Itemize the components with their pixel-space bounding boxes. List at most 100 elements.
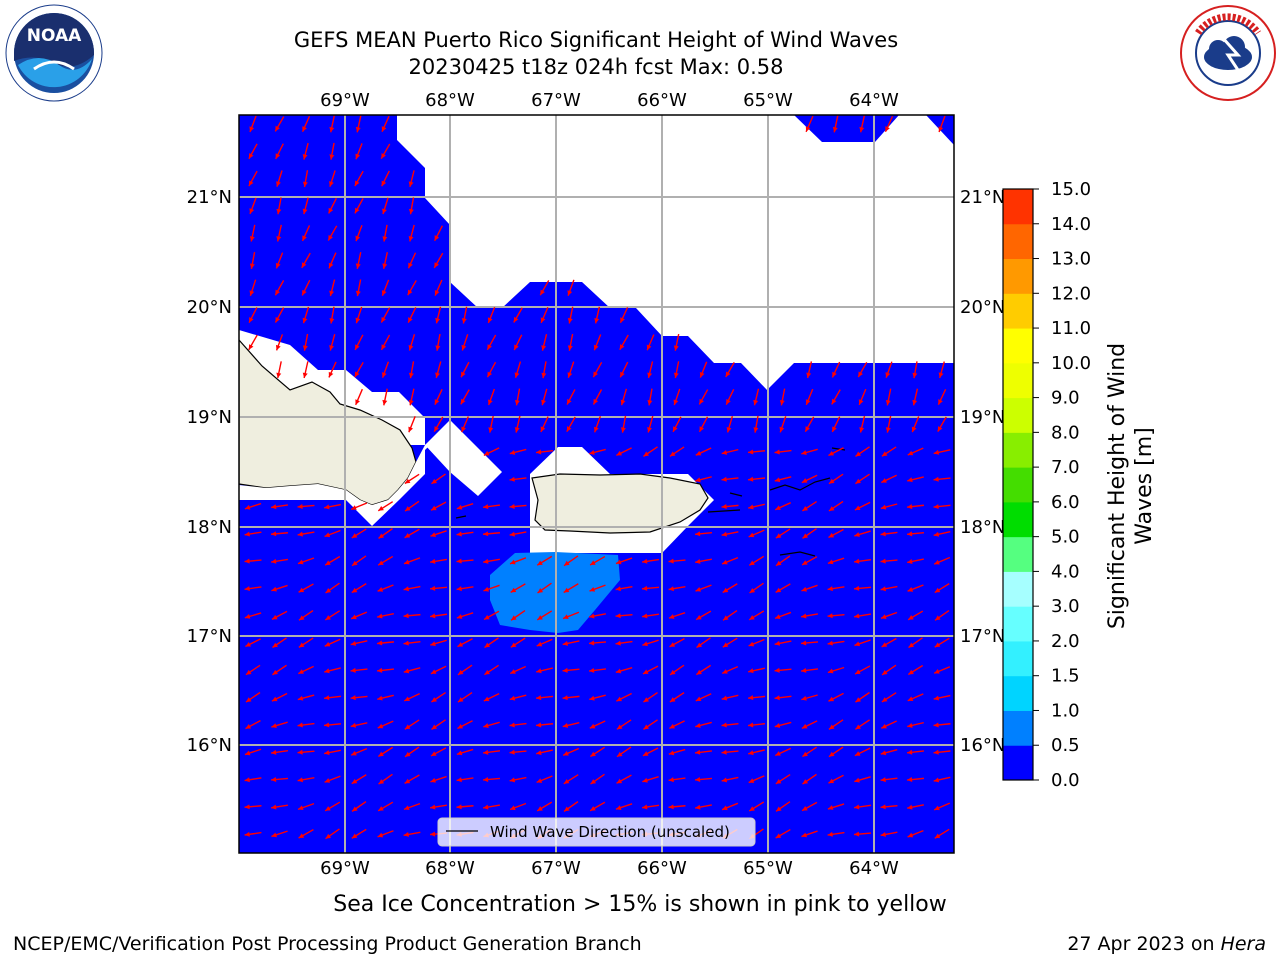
wind-wave-arrow [594, 306, 601, 324]
wind-wave-arrow [509, 531, 527, 537]
wind-wave-arrow [775, 828, 791, 839]
arrow-legend: Wind Wave Direction (unscaled) [437, 817, 756, 847]
wind-wave-arrow [434, 388, 443, 406]
wind-wave-arrow [301, 279, 311, 296]
wind-wave-arrow [509, 749, 527, 755]
wind-wave-arrow [434, 225, 443, 242]
wind-wave-arrow [298, 637, 314, 648]
wind-wave-arrow [908, 637, 923, 649]
wind-wave-arrow [457, 691, 473, 703]
wind-wave-arrow [350, 722, 368, 728]
wind-wave-arrow [354, 334, 364, 351]
wind-wave-arrow [483, 610, 500, 621]
lat-label-right: 19°N [960, 407, 1005, 428]
wind-wave-arrow [380, 307, 391, 323]
wind-wave-arrow [297, 722, 315, 728]
wind-wave-arrow [404, 500, 420, 512]
wind-wave-arrow [827, 803, 845, 810]
wind-wave-arrow [593, 416, 602, 433]
wind-wave-arrow [510, 583, 526, 593]
wind-wave-arrow [329, 170, 336, 187]
colorbar-tick-label: 3.0 [1051, 596, 1080, 617]
wind-wave-arrow [377, 501, 394, 512]
map-frame [238, 114, 955, 854]
lat-label-left: 21°N [187, 187, 232, 208]
wind-wave-arrow [378, 528, 393, 539]
wind-wave-arrow [377, 830, 394, 838]
wind-wave-arrow [779, 416, 787, 433]
lat-label-left: 19°N [187, 407, 232, 428]
wind-wave-arrow [854, 665, 871, 675]
wind-wave-arrow [430, 639, 447, 647]
wind-wave-arrow [806, 361, 813, 379]
wind-wave-arrow [535, 449, 554, 455]
wind-wave-arrow [429, 558, 448, 564]
wind-wave-arrow [377, 801, 394, 812]
wind-wave-arrow [748, 801, 765, 812]
wind-wave-arrow [933, 530, 951, 537]
wind-wave-arrow [276, 170, 283, 187]
wind-wave-arrow [853, 558, 872, 564]
wind-wave-arrow [854, 776, 871, 783]
wind-wave-arrow [588, 667, 607, 673]
wind-wave-arrow [382, 197, 389, 215]
wind-wave-arrow [377, 584, 394, 592]
wind-wave-arrow [668, 777, 686, 783]
wind-wave-arrow [270, 804, 289, 810]
wind-wave-arrow [616, 719, 632, 730]
wind-wave-arrow [270, 531, 289, 537]
wind-wave-arrow [566, 416, 576, 433]
wind-wave-arrow [748, 638, 765, 647]
wind-wave-arrow [646, 334, 655, 351]
colorbar-segment [1003, 362, 1033, 399]
wind-wave-arrow [514, 361, 522, 379]
wind-wave-arrow [642, 776, 659, 783]
colorbar-label-line2: Waves [m] [1132, 427, 1157, 544]
wind-wave-arrow [647, 361, 654, 379]
wind-wave-arrow [404, 693, 420, 702]
wind-wave-arrow [435, 306, 442, 324]
wind-wave-arrow [430, 501, 447, 511]
wind-wave-arrow [673, 333, 680, 351]
wind-wave-arrow [276, 361, 282, 379]
wind-wave-arrow [748, 503, 765, 510]
wind-wave-arrow [276, 224, 282, 242]
wind-wave-arrow [456, 804, 474, 810]
wind-wave-arrow [429, 804, 448, 810]
wind-wave-arrow [244, 531, 262, 537]
wind-wave-arrow [323, 722, 342, 728]
wind-wave-arrow [854, 639, 871, 647]
lon-label-bottom: 68°W [425, 858, 475, 879]
lon-label-bottom: 65°W [743, 858, 793, 879]
wind-wave-arrow [804, 416, 815, 433]
footer-date: 27 Apr 2023 on Hera [1067, 933, 1266, 955]
wind-wave-arrow [641, 558, 660, 564]
colorbar-tick-label: 8.0 [1051, 422, 1080, 443]
wind-wave-arrow [589, 720, 606, 729]
wind-wave-arrow [858, 388, 867, 406]
map-subtitle: 20230425 t18z 024h fcst Max: 0.58 [408, 55, 784, 79]
wind-wave-arrow [668, 748, 686, 756]
wind-wave-arrow [381, 115, 390, 133]
wind-wave-arrow [828, 447, 844, 457]
svg-text:NOAA: NOAA [27, 26, 82, 46]
wind-wave-arrow [378, 773, 393, 785]
wind-wave-arrow [482, 531, 501, 537]
wind-wave-arrow [853, 613, 872, 619]
wind-wave-arrow [404, 774, 420, 784]
wind-wave-arrow [274, 116, 285, 132]
wind-wave-arrow [721, 557, 739, 565]
wind-wave-arrow [880, 777, 898, 783]
wind-wave-arrow [510, 637, 526, 648]
wind-wave-arrow [907, 830, 924, 838]
wind-wave-arrow [828, 719, 844, 730]
wind-wave-arrow [270, 749, 289, 755]
legend-label: Wind Wave Direction (unscaled) [490, 823, 730, 841]
wind-wave-arrow [668, 611, 686, 619]
wind-wave-arrow [881, 446, 897, 457]
wind-wave-arrow [775, 528, 791, 539]
wind-wave-arrow [774, 611, 792, 620]
wind-wave-arrow [536, 667, 553, 674]
wind-wave-arrow [456, 558, 474, 564]
